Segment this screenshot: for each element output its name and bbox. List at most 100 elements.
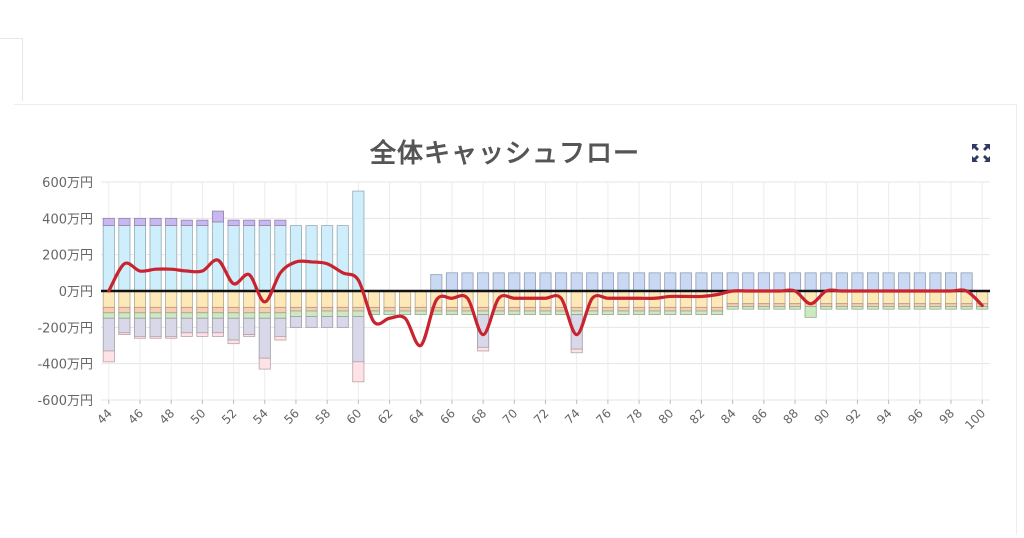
bar-expense-living <box>289 290 302 308</box>
y-tick-label: 0万円 <box>59 285 93 300</box>
bar-expense-living <box>929 290 942 305</box>
bar-expense-other <box>149 306 162 314</box>
x-tick-label: 80 <box>656 406 677 427</box>
bar-expense-housing <box>695 310 708 316</box>
bar-expense-special <box>211 332 224 337</box>
bar-expense-housing <box>633 310 646 316</box>
bar-income-salary <box>165 225 178 292</box>
bar-expense-living <box>227 290 240 308</box>
bar-income-pension <box>726 272 739 292</box>
bar-income-pension <box>617 272 630 292</box>
x-tick-label: 78 <box>624 406 645 427</box>
bar-expense-education <box>227 317 240 341</box>
bar-income-pension <box>944 272 958 292</box>
bar-expense-housing <box>835 306 848 310</box>
bar-expense-living <box>757 290 770 305</box>
bar-income-salary <box>196 225 209 292</box>
x-tick-label: 84 <box>718 406 739 427</box>
bar-expense-living <box>695 290 708 308</box>
bar-income-pension <box>586 272 599 292</box>
bar-expense-housing <box>960 306 973 310</box>
x-tick-label: 62 <box>375 406 396 427</box>
bar-expense-housing <box>882 306 895 310</box>
y-tick-label: -400万円 <box>37 358 93 373</box>
bar-expense-other <box>929 303 942 307</box>
bar-expense-other <box>445 306 458 312</box>
bar-income-pension <box>711 272 724 292</box>
expand-icon[interactable] <box>970 142 992 164</box>
bar-expense-housing <box>149 312 162 319</box>
bar-expense-other <box>289 306 302 312</box>
bar-expense-education <box>321 316 334 328</box>
bar-expense-housing <box>757 306 770 310</box>
bar-expense-other <box>851 303 864 307</box>
bar-income-salary <box>180 225 193 292</box>
bar-expense-housing <box>773 306 786 310</box>
bar-expense-other <box>726 303 739 307</box>
bar-income-pension <box>461 272 474 292</box>
bar-expense-other <box>321 306 334 312</box>
bar-income-pension <box>633 272 646 292</box>
bar-income-pension <box>742 272 755 292</box>
bar-expense-housing <box>477 310 490 316</box>
x-tick-label: 94 <box>874 406 895 427</box>
bar-expense-other <box>383 306 396 312</box>
y-tick-label: 400万円 <box>42 212 93 227</box>
bar-expense-other <box>258 306 271 314</box>
corner-frame <box>0 38 23 101</box>
bar-expense-other <box>539 306 552 312</box>
bar-expense-living <box>149 290 162 308</box>
bar-income-other <box>102 217 115 226</box>
bar-income-pension <box>648 272 661 292</box>
bar-expense-housing <box>165 312 178 319</box>
bar-income-salary <box>305 225 318 292</box>
bar-expense-special <box>165 336 178 339</box>
bar-expense-living <box>321 290 334 308</box>
y-tick-label: 200万円 <box>42 249 93 264</box>
bar-expense-housing <box>913 306 926 310</box>
bar-expense-other <box>414 306 427 312</box>
x-tick-label: 92 <box>843 406 864 427</box>
bar-expense-living <box>180 290 193 308</box>
x-tick-label: 66 <box>437 406 458 427</box>
bar-income-salary <box>258 225 271 292</box>
bar-expense-other <box>180 306 193 314</box>
bar-income-salary <box>133 225 147 292</box>
x-tick-label: 90 <box>812 406 833 427</box>
bar-expense-other <box>960 303 973 307</box>
x-tick-label: 96 <box>905 406 926 427</box>
bar-expense-housing <box>196 312 209 319</box>
net-cashflow-line <box>107 258 984 348</box>
x-tick-label: 56 <box>281 406 302 427</box>
bar-expense-living <box>882 290 895 305</box>
x-tick-label: 50 <box>188 406 209 427</box>
x-tick-label: 100 <box>962 406 988 432</box>
bar-expense-housing <box>851 306 864 310</box>
bar-expense-other <box>102 306 115 314</box>
bar-expense-other <box>944 303 958 307</box>
x-tick-label: 76 <box>593 406 614 427</box>
bar-expense-special <box>196 332 209 337</box>
bar-expense-living <box>913 290 926 305</box>
bar-expense-other <box>742 303 755 307</box>
bar-income-pension <box>570 272 583 292</box>
bar-expense-housing <box>929 306 942 310</box>
bar-income-other <box>243 219 256 226</box>
bar-expense-other <box>867 303 880 307</box>
bar-income-pension <box>539 272 552 292</box>
bar-income-pension <box>882 272 895 292</box>
bar-expense-housing <box>352 310 365 317</box>
bar-expense-housing <box>523 310 536 316</box>
bar-expense-housing <box>414 310 427 316</box>
y-tick-label: -600万円 <box>37 394 93 409</box>
bar-expense-education <box>258 317 271 359</box>
bar-expense-other <box>617 306 630 312</box>
bar-expense-other <box>820 303 833 307</box>
bar-expense-living <box>243 290 256 308</box>
bar-expense-education <box>102 317 115 352</box>
bar-income-salary <box>149 225 162 292</box>
bar-expense-housing <box>570 310 583 316</box>
bar-expense-living <box>773 290 786 305</box>
bar-expense-housing <box>383 310 396 316</box>
x-tick-label: 68 <box>469 406 490 427</box>
